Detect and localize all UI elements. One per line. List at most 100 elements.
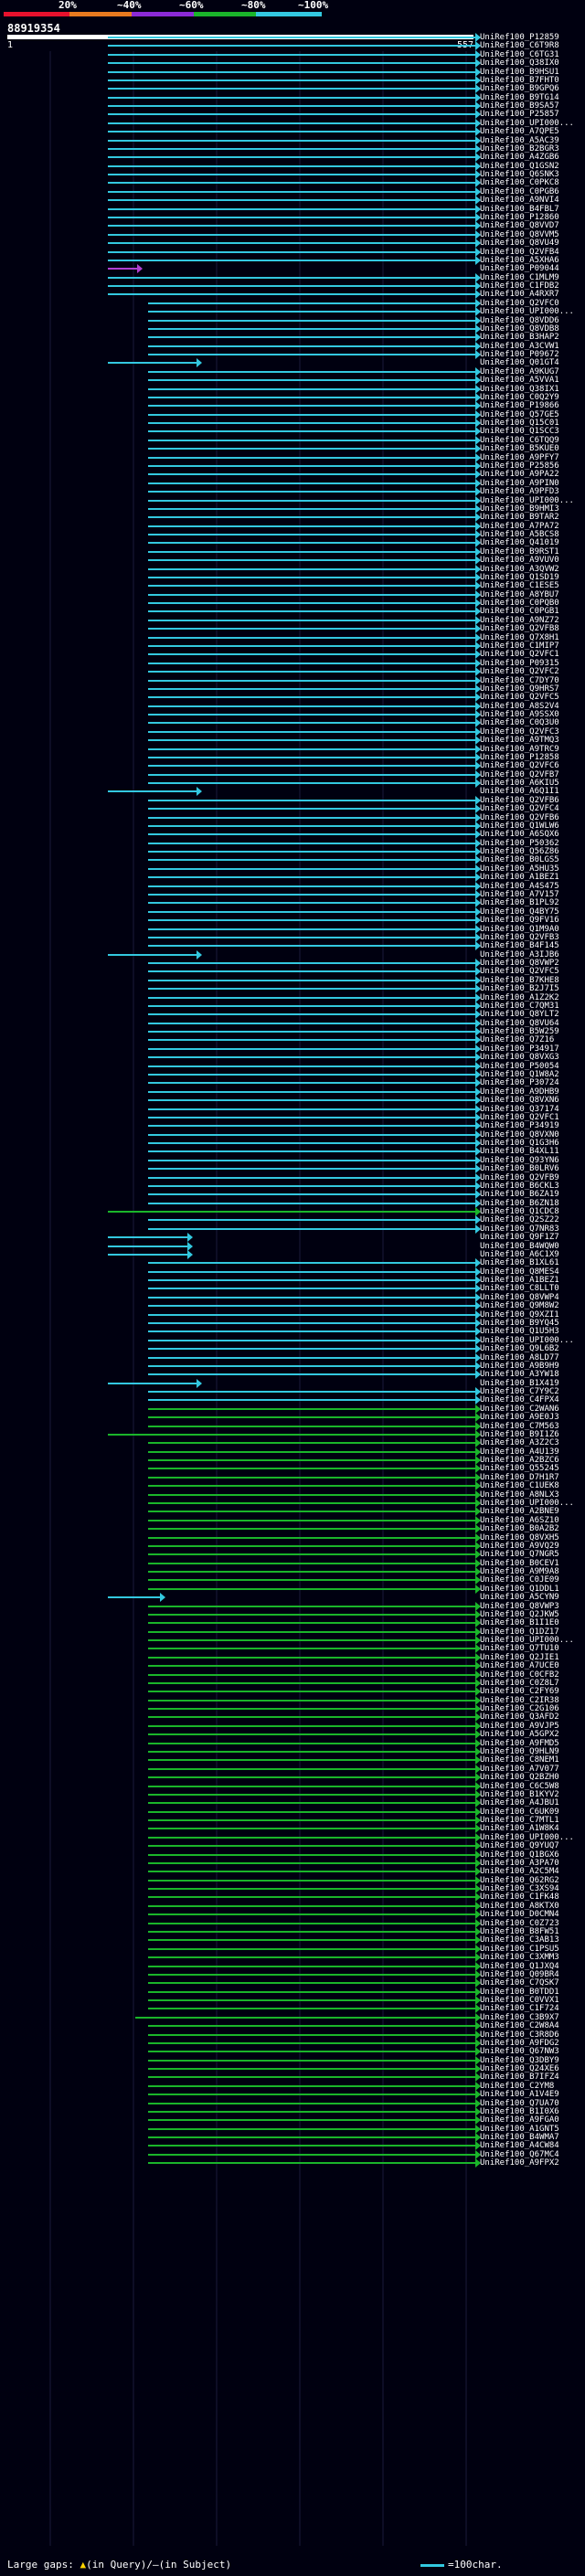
hit-bar[interactable] — [148, 576, 475, 578]
hit-label[interactable]: UniRef100_A4JBU1 — [480, 1798, 559, 1808]
hit-label[interactable]: UniRef100_C7QSK7 — [480, 1978, 559, 1988]
hit-bar[interactable] — [148, 1639, 475, 1642]
hit-label[interactable]: UniRef100_Q9F1Z7 — [480, 1233, 559, 1243]
hit-label[interactable]: UniRef100_A4U139 — [480, 1447, 559, 1457]
hit-bar[interactable] — [148, 302, 475, 304]
hit-label[interactable]: UniRef100_B0A2B2 — [480, 1524, 559, 1534]
hit-label[interactable]: UniRef100_A8LD77 — [480, 1352, 559, 1362]
hit-label[interactable]: UniRef100_A9FGA0 — [480, 2115, 559, 2125]
hit-label[interactable]: UniRef100_B1PL92 — [480, 898, 559, 908]
hit-bar[interactable] — [148, 1373, 475, 1376]
hit-bar[interactable] — [148, 370, 475, 373]
hit-label[interactable]: UniRef100_Q09BR4 — [480, 1969, 559, 1979]
hit-label[interactable]: UniRef100_Q2JIE1 — [480, 1652, 559, 1662]
hit-bar[interactable] — [148, 327, 475, 330]
hit-bar[interactable] — [148, 422, 475, 425]
hit-bar[interactable] — [148, 585, 475, 588]
hit-label[interactable]: UniRef100_P30724 — [480, 1078, 559, 1088]
hit-bar[interactable] — [148, 1990, 475, 1993]
hit-label[interactable]: UniRef100_C1F724 — [480, 2004, 559, 2014]
hit-label[interactable]: UniRef100_B9TAR2 — [480, 513, 559, 523]
hit-label[interactable]: UniRef100_C0Q2Y9 — [480, 392, 559, 402]
hit-label[interactable]: UniRef100_Q2VFB6 — [480, 812, 559, 822]
hit-label[interactable]: UniRef100_P34919 — [480, 1121, 559, 1131]
hit-label[interactable]: UniRef100_Q2VFB6 — [480, 795, 559, 805]
hit-bar[interactable] — [148, 1399, 475, 1402]
hit-bar[interactable] — [148, 2084, 475, 2087]
hit-bar[interactable] — [148, 765, 475, 768]
hit-label[interactable]: UniRef100_A9VUV0 — [480, 556, 559, 566]
hit-bar[interactable] — [148, 722, 475, 725]
hit-bar[interactable] — [148, 928, 475, 930]
hit-bar[interactable] — [108, 37, 475, 38]
hit-label[interactable]: UniRef100_Q6SNK3 — [480, 170, 559, 180]
hit-bar[interactable] — [148, 1133, 475, 1136]
hit-label[interactable]: UniRef100_B7FHT0 — [480, 75, 559, 85]
hit-bar[interactable] — [148, 1956, 475, 1959]
hit-label[interactable]: UniRef100_A9M9A8 — [480, 1567, 559, 1577]
hit-bar[interactable] — [108, 122, 475, 124]
hit-label[interactable]: UniRef100_Q2JKW5 — [480, 1609, 559, 1619]
hit-label[interactable]: UniRef100_C7QM31 — [480, 1001, 559, 1011]
hit-label[interactable]: UniRef100_A5GPX2 — [480, 1730, 559, 1740]
hit-bar[interactable] — [148, 1090, 475, 1093]
hit-label[interactable]: UniRef100_Q8YLT2 — [480, 1010, 559, 1020]
hit-label[interactable]: UniRef100_P09044 — [480, 264, 559, 274]
hit-bar[interactable] — [148, 1270, 475, 1273]
hit-bar[interactable] — [148, 1519, 475, 1521]
hit-bar[interactable] — [148, 671, 475, 673]
hit-label[interactable]: UniRef100_A5VVA1 — [480, 376, 559, 386]
hit-label[interactable]: UniRef100_A9NVI4 — [480, 196, 559, 206]
hit-label[interactable]: UniRef100_Q2VFB9 — [480, 1172, 559, 1182]
hit-bar[interactable] — [148, 2051, 475, 2053]
hit-label[interactable]: UniRef100_Q8VXN6 — [480, 1096, 559, 1106]
hit-bar[interactable] — [148, 1082, 475, 1085]
hit-bar[interactable] — [148, 542, 475, 545]
hit-label[interactable]: UniRef100_Q8VXG3 — [480, 1053, 559, 1063]
hit-bar[interactable] — [148, 894, 475, 896]
hit-bar[interactable] — [148, 1184, 475, 1187]
hit-label[interactable]: UniRef100_A2BZC6 — [480, 1456, 559, 1466]
hit-label[interactable]: UniRef100_C3R8D6 — [480, 2030, 559, 2040]
hit-bar[interactable] — [148, 1605, 475, 1607]
hit-bar[interactable] — [148, 1776, 475, 1779]
hit-bar[interactable] — [148, 1142, 475, 1145]
hit-bar[interactable] — [148, 859, 475, 862]
hit-bar[interactable] — [148, 1648, 475, 1650]
hit-bar[interactable] — [148, 1828, 475, 1830]
hit-bar[interactable] — [108, 207, 475, 210]
hit-bar[interactable] — [148, 1836, 475, 1839]
hit-bar[interactable] — [148, 756, 475, 758]
hit-label[interactable]: UniRef100_C7Y9C2 — [480, 1387, 559, 1397]
hit-label[interactable]: UniRef100_UPI000... — [480, 1636, 574, 1646]
hit-label[interactable]: UniRef100_A6C1X9 — [480, 1249, 559, 1259]
hit-label[interactable]: UniRef100_Q2VFC0 — [480, 298, 559, 308]
hit-label[interactable]: UniRef100_Q67MC4 — [480, 2149, 559, 2159]
hit-bar[interactable] — [148, 311, 475, 313]
hit-label[interactable]: UniRef100_Q1G3H6 — [480, 1139, 559, 1149]
hit-bar[interactable] — [108, 164, 475, 167]
hit-label[interactable]: UniRef100_A4CW84 — [480, 2141, 559, 2151]
hit-label[interactable]: UniRef100_A4S475 — [480, 881, 559, 891]
hit-label[interactable]: UniRef100_A3Z2C3 — [480, 1438, 559, 1448]
hit-bar[interactable] — [108, 105, 475, 108]
hit-label[interactable]: UniRef100_Q2VFC4 — [480, 804, 559, 814]
hit-bar[interactable] — [148, 2068, 475, 2071]
hit-label[interactable]: UniRef100_Q1SD19 — [480, 572, 559, 582]
hit-bar[interactable] — [148, 902, 475, 905]
hit-bar[interactable] — [148, 1364, 475, 1367]
hit-label[interactable]: UniRef100_A9NZ72 — [480, 615, 559, 625]
hit-label[interactable]: UniRef100_Q8VWP2 — [480, 959, 559, 969]
hit-label[interactable]: UniRef100_Q2VFC2 — [480, 667, 559, 677]
hit-label[interactable]: UniRef100_A7PA72 — [480, 521, 559, 531]
hit-bar[interactable] — [148, 1802, 475, 1805]
hit-bar[interactable] — [148, 448, 475, 451]
hit-label[interactable]: UniRef100_C2YM8 — [480, 2081, 555, 2091]
hit-bar[interactable] — [148, 1219, 475, 1222]
hit-label[interactable]: UniRef100_P25856 — [480, 461, 559, 471]
hit-bar[interactable] — [148, 1339, 475, 1341]
hit-label[interactable]: UniRef100_C3XS94 — [480, 1884, 559, 1894]
hit-label[interactable]: UniRef100_B9YQ45 — [480, 1319, 559, 1328]
hit-label[interactable]: UniRef100_A2C5M4 — [480, 1867, 559, 1877]
hit-bar[interactable] — [108, 268, 137, 270]
